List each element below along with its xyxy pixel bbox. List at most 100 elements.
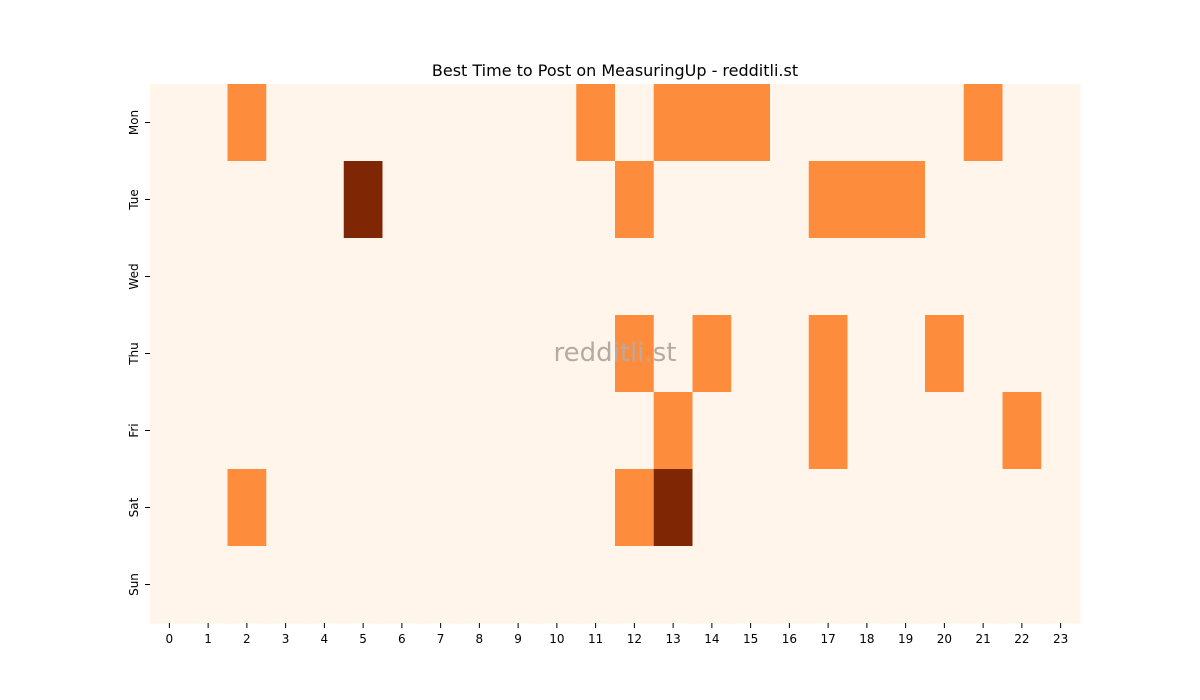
- heatmap-cell-sun-5: [343, 546, 384, 624]
- y-tick-label: Mon: [127, 110, 141, 135]
- heatmap-cell-wed-22: [1002, 238, 1042, 316]
- heatmap-cell-sat-15: [731, 469, 771, 547]
- heatmap-cell-tue-1: [188, 161, 229, 239]
- heatmap-cell-fri-8: [460, 392, 500, 470]
- heatmap-cell-thu-16: [770, 315, 810, 393]
- heatmap-cell-sun-13: [653, 546, 694, 624]
- heatmap-cell-thu-5: [343, 315, 384, 393]
- heatmap-cell-mon-22: [1002, 84, 1042, 162]
- heatmap-cell-tue-20: [925, 161, 965, 239]
- heatmap-cell-thu-4: [305, 315, 345, 393]
- x-tick-label: 0: [166, 632, 174, 646]
- heatmap-cell-sat-4: [305, 469, 345, 547]
- x-tick-label: 21: [975, 632, 990, 646]
- heatmap-cell-wed-12: [615, 238, 655, 316]
- heatmap-cell-tue-21: [963, 161, 1004, 239]
- heatmap-cell-sat-9: [498, 469, 539, 547]
- heatmap-cell-tue-10: [537, 161, 577, 239]
- x-tick-label: 4: [321, 632, 329, 646]
- heatmap-cell-mon-9: [498, 84, 539, 162]
- y-axis: Mon Tue Wed Thu Fri Sat Sun: [127, 110, 150, 596]
- heatmap-cell-sun-22: [1002, 546, 1042, 624]
- heatmap-cell-mon-15: [731, 84, 771, 162]
- heatmap-cell-sun-18: [847, 546, 887, 624]
- heatmap-cell-sat-23: [1041, 469, 1081, 547]
- heatmap-cell-fri-0: [150, 392, 190, 470]
- chart-title: Best Time to Post on MeasuringUp - reddi…: [432, 61, 798, 80]
- heatmap-cell-fri-22: [1002, 392, 1042, 470]
- x-tick-label: 19: [898, 632, 913, 646]
- heatmap-cell-thu-21: [963, 315, 1004, 393]
- heatmap-cell-sat-6: [382, 469, 422, 547]
- heatmap-cell-sun-21: [963, 546, 1004, 624]
- x-tick-label: 8: [476, 632, 484, 646]
- heatmap-cell-wed-20: [925, 238, 965, 316]
- y-tick-label: Fri: [127, 423, 141, 437]
- x-tick-label: 2: [243, 632, 251, 646]
- heatmap-cell-mon-20: [925, 84, 965, 162]
- heatmap-cell-fri-7: [421, 392, 461, 470]
- heatmap-cell-fri-9: [498, 392, 539, 470]
- heatmap-cell-sun-10: [537, 546, 577, 624]
- heatmap-cell-fri-23: [1041, 392, 1081, 470]
- heatmap-cell-thu-17: [808, 315, 849, 393]
- heatmap-cell-fri-17: [808, 392, 849, 470]
- heatmap-cell-fri-14: [692, 392, 732, 470]
- heatmap-cell-sat-16: [770, 469, 810, 547]
- heatmap-cell-sun-14: [692, 546, 732, 624]
- heatmap-cell-tue-2: [227, 161, 267, 239]
- heatmap-cell-tue-8: [460, 161, 500, 239]
- heatmap-cell-thu-10: [537, 315, 577, 393]
- heatmap-cell-wed-7: [421, 238, 461, 316]
- x-tick-label: 13: [665, 632, 680, 646]
- heatmap-cell-sun-12: [615, 546, 655, 624]
- x-tick-label: 12: [627, 632, 642, 646]
- heatmap-cell-thu-15: [731, 315, 771, 393]
- heatmap-cell-tue-3: [266, 161, 306, 239]
- heatmap-cell-mon-3: [266, 84, 306, 162]
- heatmap-cell-fri-15: [731, 392, 771, 470]
- x-tick-label: 10: [549, 632, 564, 646]
- x-tick-label: 9: [514, 632, 522, 646]
- heatmap-cell-thu-22: [1002, 315, 1042, 393]
- heatmap-cell-mon-23: [1041, 84, 1081, 162]
- heatmap-cell-fri-6: [382, 392, 422, 470]
- heatmap-cell-sun-3: [266, 546, 306, 624]
- heatmap-cell-wed-4: [305, 238, 345, 316]
- heatmap-cell-sat-2: [227, 469, 267, 547]
- heatmap-cell-wed-17: [808, 238, 849, 316]
- x-tick-label: 1: [204, 632, 212, 646]
- heatmap-cell-sat-7: [421, 469, 461, 547]
- heatmap-cell-tue-0: [150, 161, 190, 239]
- heatmap-cell-tue-4: [305, 161, 345, 239]
- heatmap-cell-sun-4: [305, 546, 345, 624]
- x-tick-label: 22: [1014, 632, 1029, 646]
- heatmap-cell-thu-1: [188, 315, 229, 393]
- heatmap-cell-fri-4: [305, 392, 345, 470]
- heatmap-cell-sun-19: [886, 546, 926, 624]
- heatmap-cell-wed-11: [576, 238, 616, 316]
- heatmap-cell-mon-12: [615, 84, 655, 162]
- heatmap-cell-sat-8: [460, 469, 500, 547]
- heatmap-cell-mon-16: [770, 84, 810, 162]
- heatmap-cell-sun-0: [150, 546, 190, 624]
- heatmap-cell-tue-6: [382, 161, 422, 239]
- heatmap-cell-mon-1: [188, 84, 229, 162]
- heatmap-cell-thu-14: [692, 315, 732, 393]
- heatmap-cell-sun-11: [576, 546, 616, 624]
- heatmap-cell-mon-8: [460, 84, 500, 162]
- heatmap-cell-sat-5: [343, 469, 384, 547]
- y-tick-label: Sun: [127, 573, 141, 596]
- heatmap-cell-thu-12: [615, 315, 655, 393]
- heatmap-cell-mon-5: [343, 84, 384, 162]
- heatmap-cell-sat-1: [188, 469, 229, 547]
- heatmap-cell-fri-12: [615, 392, 655, 470]
- heatmap-cell-fri-10: [537, 392, 577, 470]
- heatmap-cell-mon-4: [305, 84, 345, 162]
- heatmap-cell-wed-3: [266, 238, 306, 316]
- heatmap-cell-wed-2: [227, 238, 267, 316]
- heatmap-cell-fri-5: [343, 392, 384, 470]
- heatmap-cell-thu-9: [498, 315, 539, 393]
- x-axis: 0 1 2 3 4 5 6 7 8 9 10 11 12 13 14 15 16 17 18 19 20 21 22 23: [166, 623, 1068, 646]
